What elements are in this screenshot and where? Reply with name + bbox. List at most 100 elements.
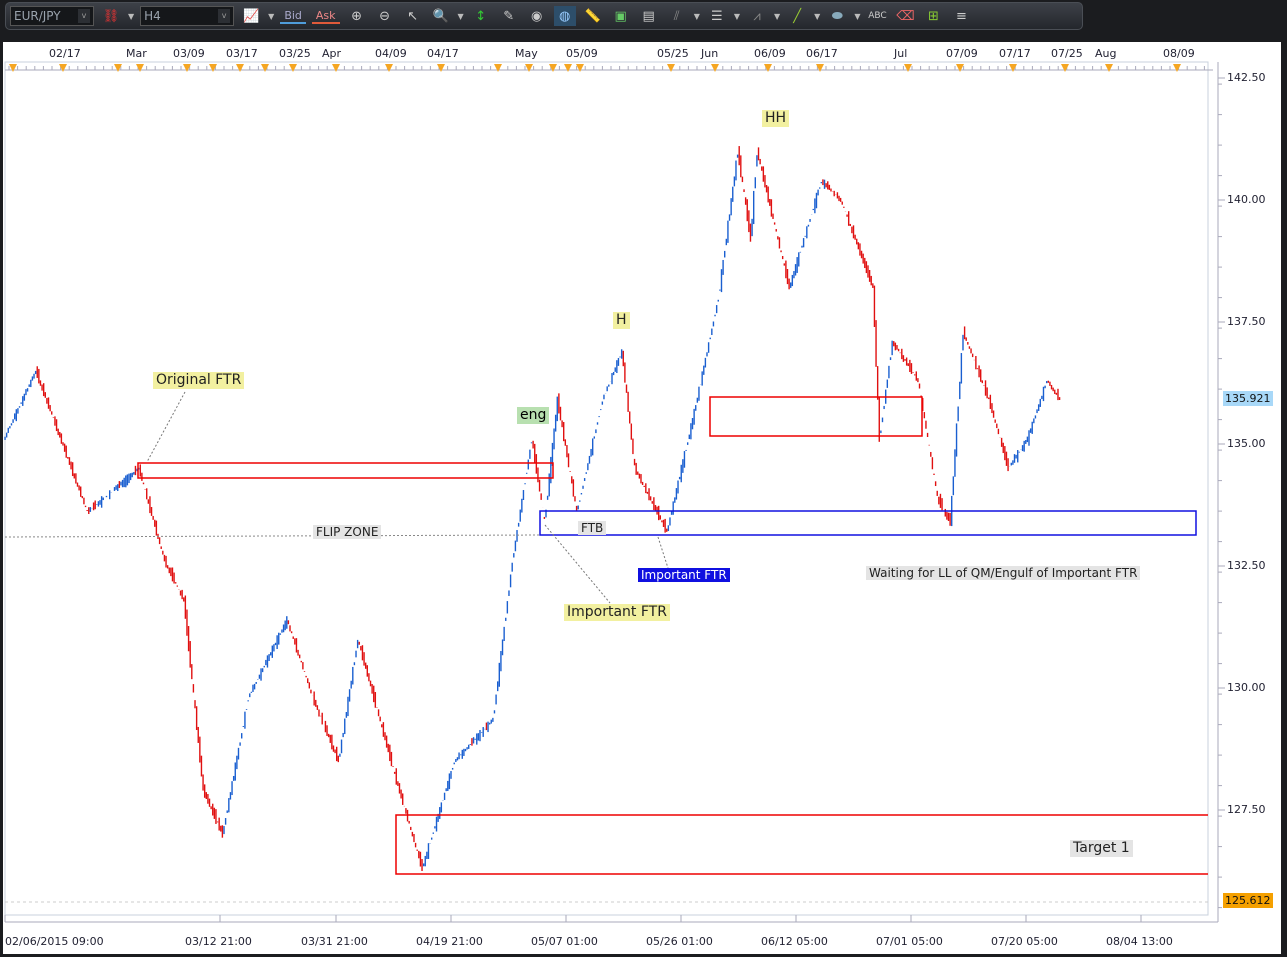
- zoom-icon[interactable]: 🔍: [432, 8, 449, 24]
- time-label: 06/12 05:00: [761, 935, 828, 948]
- cursor-icon[interactable]: ↖: [407, 8, 418, 24]
- date-label: 04/17: [427, 47, 459, 60]
- chevron-down-icon[interactable]: ▼: [693, 11, 700, 21]
- date-marker: [764, 64, 772, 72]
- date-marker: [494, 64, 502, 72]
- time-label: 05/07 01:00: [531, 935, 598, 948]
- y-tick-label: 135.00: [1227, 437, 1266, 450]
- date-marker: [549, 64, 557, 72]
- y-tick-label: 132.50: [1227, 559, 1266, 572]
- date-marker: [209, 64, 217, 72]
- date-marker: [261, 64, 269, 72]
- date-marker: [667, 64, 675, 72]
- menu-icon[interactable]: ≡: [956, 8, 967, 24]
- date-marker: [437, 64, 445, 72]
- zoom-out-cursor-icon[interactable]: ⊖: [379, 8, 390, 24]
- ask-button[interactable]: Ask: [311, 9, 340, 24]
- date-marker: [564, 64, 572, 72]
- date-marker: [576, 64, 584, 72]
- vertical-measure-icon[interactable]: ↕: [475, 8, 487, 24]
- date-label: 08/09: [1163, 47, 1195, 60]
- date-marker: [136, 64, 144, 72]
- zoom-in-cursor-icon[interactable]: ⊕: [351, 8, 362, 24]
- original-ftr-label[interactable]: Original FTR: [153, 372, 245, 389]
- chevron-down-icon[interactable]: ▼: [268, 11, 275, 21]
- date-marker: [1173, 64, 1181, 72]
- chevron-down-icon[interactable]: v: [78, 9, 90, 23]
- date-marker: [904, 64, 912, 72]
- important-ftr-blue-label[interactable]: Important FTR: [638, 568, 730, 582]
- timeframe-value: H4: [144, 9, 161, 23]
- date-label: 03/09: [173, 47, 205, 60]
- date-label: 07/25: [1051, 47, 1083, 60]
- date-label: Jun: [701, 47, 719, 60]
- date-marker: [1009, 64, 1017, 72]
- flip-zone-label[interactable]: FLIP ZONE: [313, 525, 382, 539]
- date-marker: [711, 64, 719, 72]
- pitchfork-icon[interactable]: ⫽: [673, 8, 680, 24]
- flip-zone-line: [4, 534, 541, 538]
- date-label: 07/09: [946, 47, 978, 60]
- bid-button[interactable]: Bid: [280, 9, 306, 24]
- text-icon[interactable]: ABC: [868, 11, 887, 21]
- time-label: 02/06/2015 09:00: [5, 935, 104, 948]
- timeframe-select[interactable]: H4 v: [140, 6, 235, 26]
- important-ftr-connector: [544, 524, 611, 604]
- date-marker: [59, 64, 67, 72]
- important-ftr-yellow-label[interactable]: Important FTR: [564, 604, 670, 621]
- ellipse-icon[interactable]: ⬬: [831, 8, 843, 24]
- waiting-note-label[interactable]: Waiting for LL of QM/Engulf of Important…: [866, 566, 1141, 580]
- hh-label[interactable]: HH: [762, 110, 790, 127]
- symbol-select[interactable]: EUR/JPY v: [10, 6, 94, 26]
- fibonacci-icon[interactable]: ☰: [711, 8, 723, 24]
- chevron-down-icon[interactable]: ▼: [854, 11, 861, 21]
- eraser-icon[interactable]: ⌫: [896, 8, 915, 24]
- date-marker: [236, 64, 244, 72]
- chevron-down-icon[interactable]: v: [218, 9, 231, 23]
- hierarchy-icon[interactable]: ⊞: [928, 8, 939, 24]
- chevron-down-icon[interactable]: ▼: [774, 11, 781, 21]
- date-label: Mar: [126, 47, 147, 60]
- add-image-icon[interactable]: ▣: [614, 8, 627, 24]
- target-1-label[interactable]: Target 1: [1070, 840, 1133, 857]
- y-tick-label: 142.50: [1227, 71, 1266, 84]
- ruler-icon[interactable]: 📏: [584, 8, 601, 24]
- h-label[interactable]: H: [613, 312, 630, 329]
- original-ftr-connector: [146, 391, 186, 463]
- date-label: Jul: [894, 47, 908, 60]
- chevron-down-icon[interactable]: ▼: [128, 11, 135, 21]
- unlink-icon[interactable]: ⛓: [102, 8, 120, 24]
- date-label: 05/25: [657, 47, 689, 60]
- date-label: 05/09: [566, 47, 598, 60]
- y-tick-label: 137.50: [1227, 315, 1266, 328]
- fan-icon[interactable]: ⩘: [753, 8, 761, 24]
- eng-label[interactable]: eng: [517, 407, 550, 424]
- y-tick-label: 140.00: [1227, 193, 1266, 206]
- date-label: 07/17: [999, 47, 1031, 60]
- template-icon[interactable]: ▤: [642, 8, 655, 24]
- target-zone: [395, 814, 1208, 875]
- price-chart[interactable]: [3, 42, 1281, 954]
- ftb-label[interactable]: FTB: [578, 521, 607, 535]
- time-label: 07/20 05:00: [991, 935, 1058, 948]
- symbol-value: EUR/JPY: [14, 9, 61, 23]
- chart-area[interactable]: 02/17 Mar 03/09 03/17 03/25 Apr 04/09 04/17 May 0…: [3, 42, 1281, 954]
- original-ftr-zone: [137, 462, 554, 479]
- edit-icon[interactable]: ✎: [503, 8, 515, 24]
- date-label: 06/09: [754, 47, 786, 60]
- chevron-down-icon[interactable]: ▼: [814, 11, 821, 21]
- globe-icon[interactable]: ◍: [553, 6, 576, 26]
- chart-type-icon[interactable]: 📈: [243, 8, 260, 24]
- date-marker: [816, 64, 824, 72]
- current-price-tag: 135.921: [1223, 391, 1273, 407]
- line-icon[interactable]: ╱: [793, 8, 802, 24]
- y-tick-label: 130.00: [1227, 681, 1266, 694]
- important-ftr-blue-connector: [657, 536, 669, 569]
- chevron-down-icon[interactable]: ▼: [457, 11, 464, 21]
- eye-icon[interactable]: ◉: [531, 8, 543, 24]
- date-label: Apr: [322, 47, 342, 60]
- date-marker: [525, 64, 533, 72]
- date-marker: [332, 64, 340, 72]
- date-marker: [385, 64, 393, 72]
- chevron-down-icon[interactable]: ▼: [733, 11, 741, 21]
